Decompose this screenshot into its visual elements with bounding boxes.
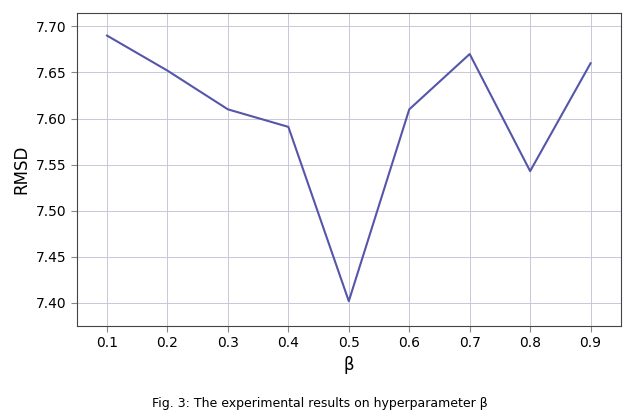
Y-axis label: RMSD: RMSD <box>12 145 30 194</box>
Text: Fig. 3: The experimental results on hyperparameter β: Fig. 3: The experimental results on hype… <box>152 397 488 410</box>
X-axis label: β: β <box>344 356 354 374</box>
